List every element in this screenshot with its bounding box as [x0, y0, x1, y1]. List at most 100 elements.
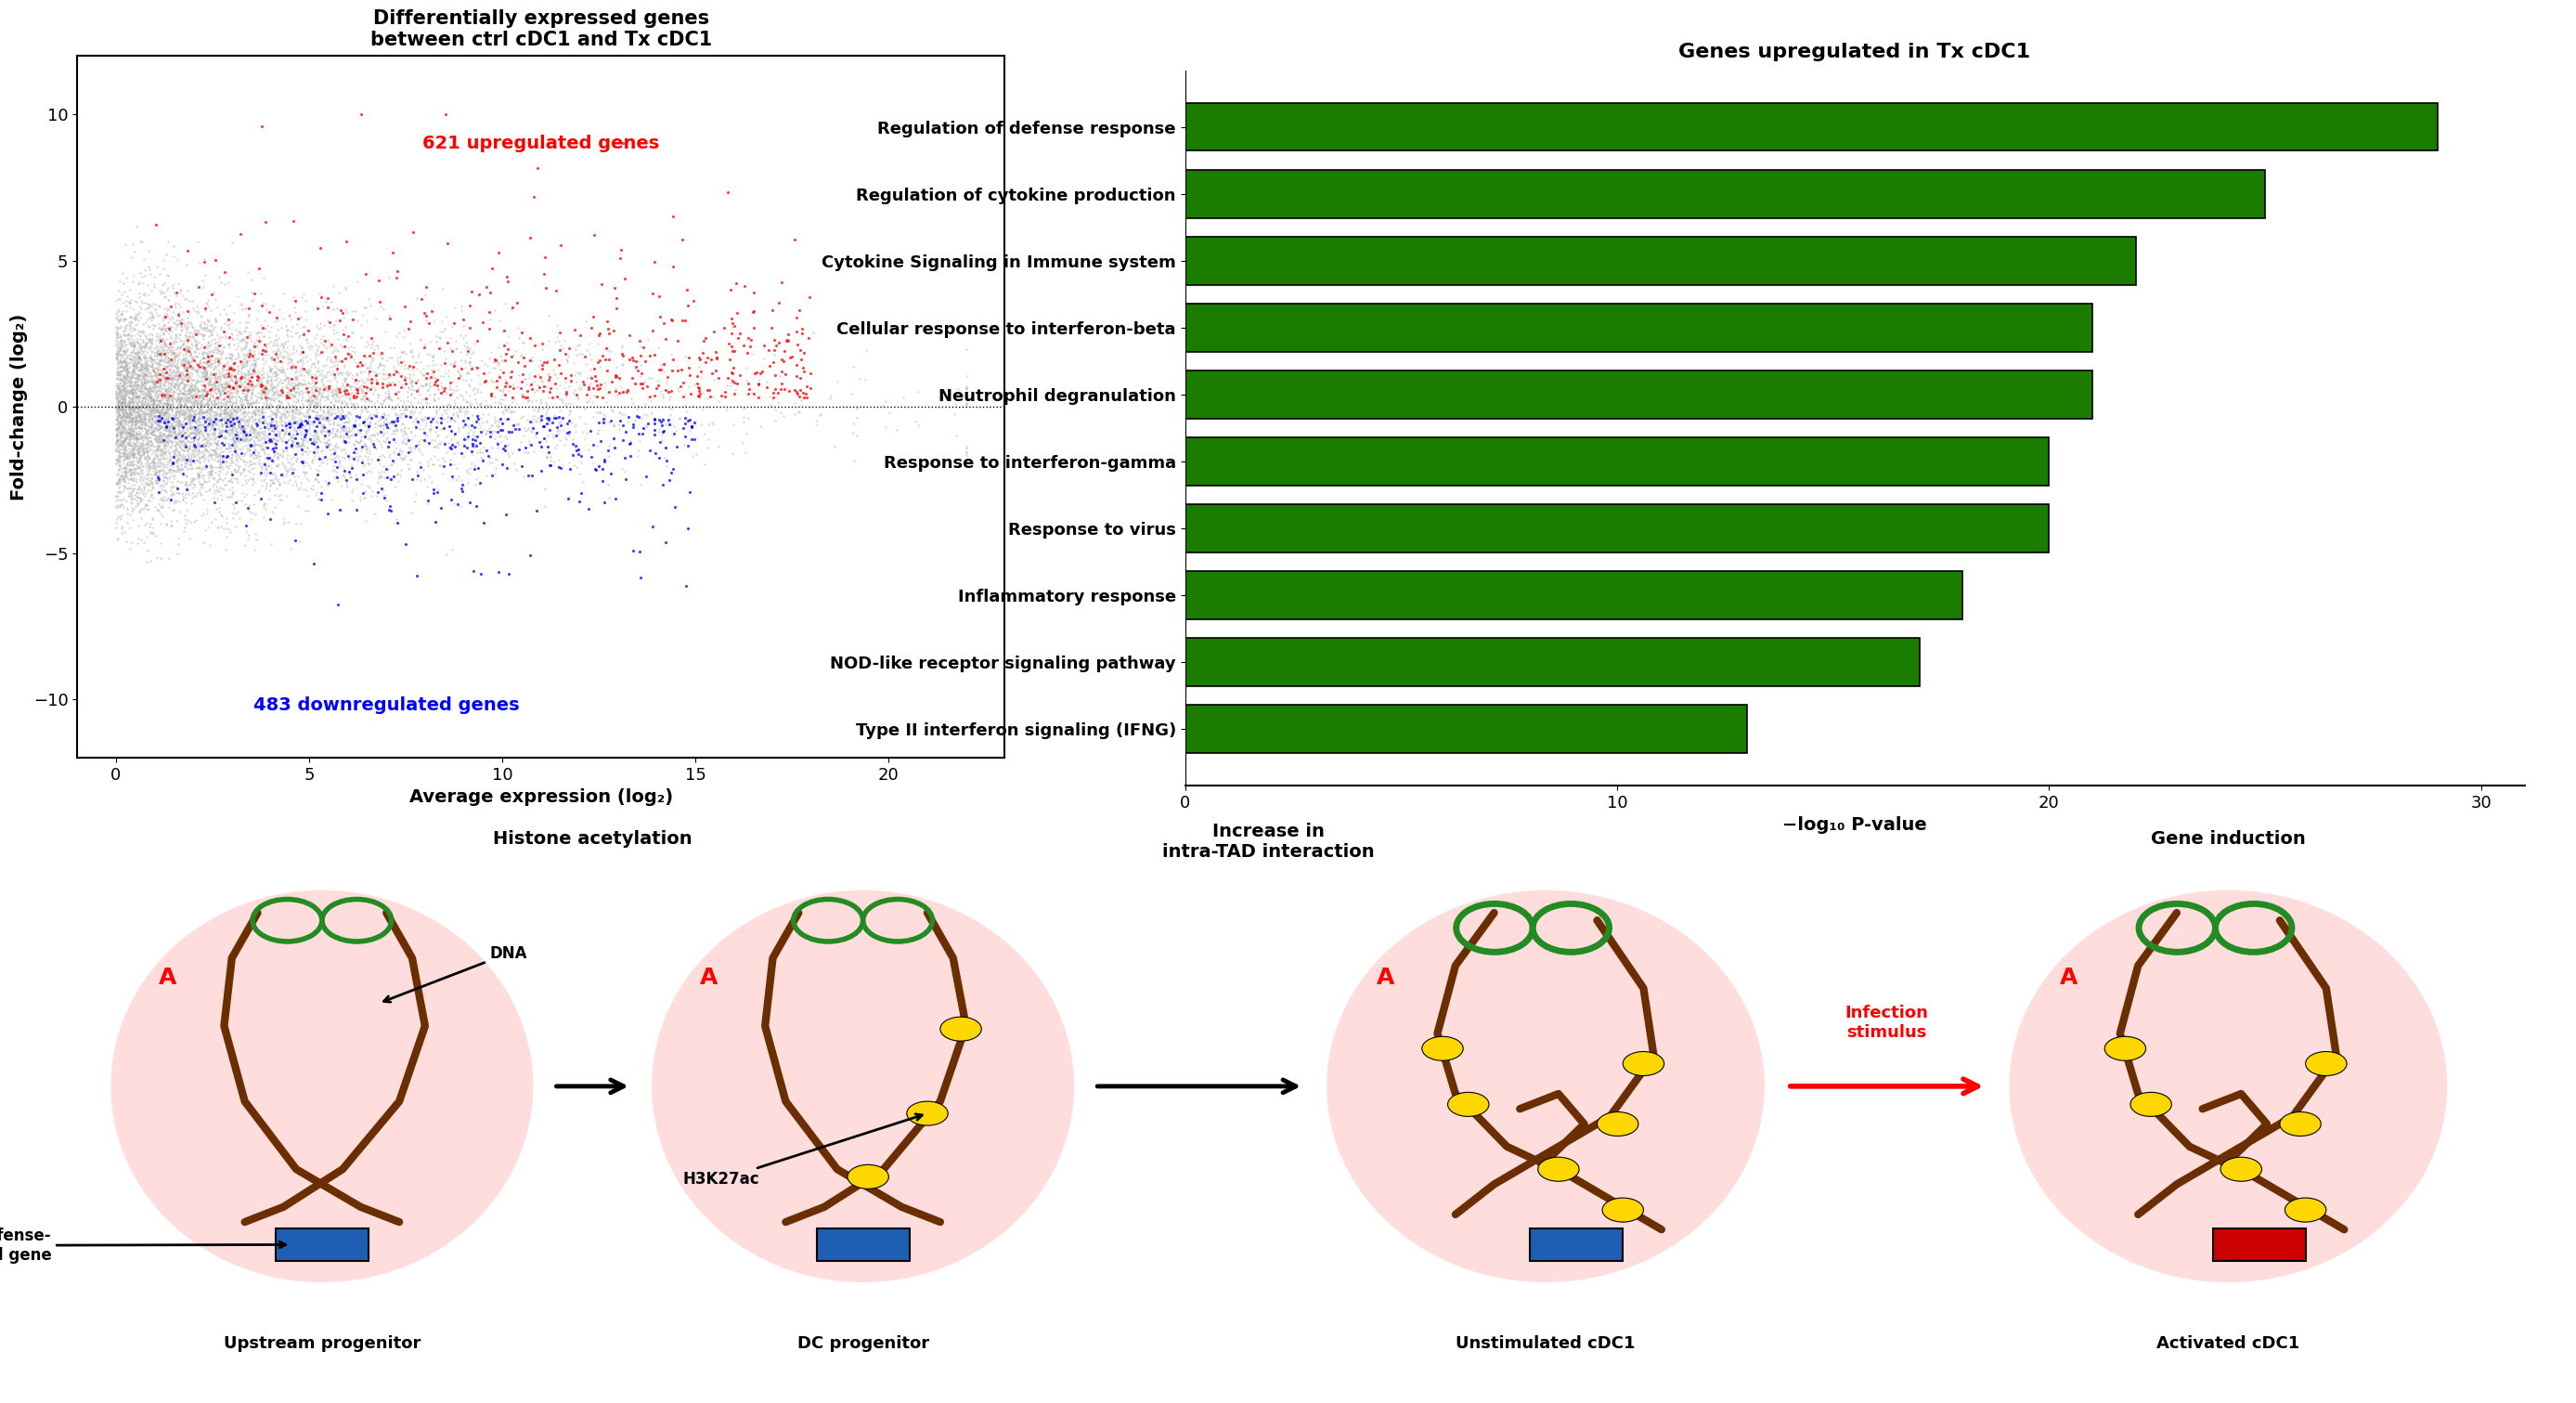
Point — [170, 408, 211, 431]
Point — [227, 373, 268, 396]
Point — [219, 418, 260, 441]
Point — [245, 340, 286, 362]
Point — [185, 383, 227, 405]
Point — [533, 436, 574, 459]
Point — [131, 421, 173, 443]
Point — [155, 421, 196, 443]
Point — [353, 432, 394, 455]
Point — [299, 404, 340, 427]
Point — [129, 370, 170, 393]
Point — [157, 365, 198, 387]
Point — [157, 377, 198, 400]
Point — [307, 435, 348, 457]
Point — [451, 369, 492, 391]
Point — [487, 398, 528, 421]
Point — [201, 505, 242, 528]
Point — [340, 104, 381, 126]
Point — [453, 429, 495, 452]
Point — [528, 424, 569, 446]
Point — [229, 344, 270, 366]
Point — [343, 370, 384, 393]
Point — [227, 425, 268, 448]
Point — [536, 407, 577, 429]
Point — [129, 328, 170, 351]
Point — [108, 401, 149, 424]
Point — [183, 386, 224, 408]
Point — [129, 436, 170, 459]
Point — [505, 436, 546, 459]
Point — [260, 369, 301, 391]
Point — [157, 415, 198, 438]
Point — [623, 370, 665, 393]
Point — [204, 372, 245, 394]
Point — [144, 480, 185, 502]
Point — [111, 387, 152, 410]
Point — [113, 414, 155, 436]
Point — [98, 441, 139, 463]
Point — [152, 453, 193, 476]
Point — [214, 389, 255, 411]
Point — [479, 358, 520, 380]
Point — [487, 456, 528, 478]
Point — [180, 393, 222, 415]
Point — [155, 476, 196, 498]
Point — [242, 380, 283, 403]
Point — [206, 460, 247, 483]
Point — [149, 341, 191, 363]
Point — [144, 349, 185, 372]
Point — [474, 408, 515, 431]
Point — [124, 282, 165, 304]
Point — [185, 361, 227, 383]
Point — [392, 469, 433, 491]
Point — [157, 368, 198, 390]
Point — [605, 469, 647, 491]
Point — [124, 414, 165, 436]
Point — [149, 397, 191, 419]
Point — [448, 340, 489, 362]
Point — [108, 427, 149, 449]
Point — [222, 391, 263, 414]
Point — [196, 368, 237, 390]
Point — [211, 418, 252, 441]
Point — [204, 478, 245, 501]
Point — [273, 429, 314, 452]
Point — [185, 341, 227, 363]
Point — [775, 320, 817, 342]
Point — [165, 324, 206, 347]
Point — [196, 403, 237, 425]
Point — [234, 401, 276, 424]
Point — [204, 398, 245, 421]
Point — [157, 382, 198, 404]
Point — [180, 386, 222, 408]
Point — [147, 396, 188, 418]
Point — [294, 389, 335, 411]
Point — [291, 410, 332, 432]
Point — [100, 377, 142, 400]
Point — [562, 377, 603, 400]
Point — [116, 485, 157, 508]
Point — [111, 375, 152, 397]
Point — [299, 311, 340, 334]
Point — [100, 463, 142, 485]
Point — [111, 443, 152, 466]
Point — [263, 445, 304, 467]
Point — [106, 354, 147, 376]
Point — [278, 401, 319, 424]
Point — [157, 414, 198, 436]
Point — [268, 443, 309, 466]
Point — [167, 498, 209, 521]
Point — [142, 408, 183, 431]
Point — [286, 361, 327, 383]
Point — [649, 380, 690, 403]
Circle shape — [1602, 1198, 1643, 1222]
Point — [167, 452, 209, 474]
Point — [276, 380, 317, 403]
Point — [160, 396, 201, 418]
Point — [149, 373, 191, 396]
Point — [106, 398, 147, 421]
Point — [440, 386, 482, 408]
Point — [129, 485, 170, 508]
Point — [137, 396, 178, 418]
Point — [536, 425, 577, 448]
Point — [198, 408, 240, 431]
